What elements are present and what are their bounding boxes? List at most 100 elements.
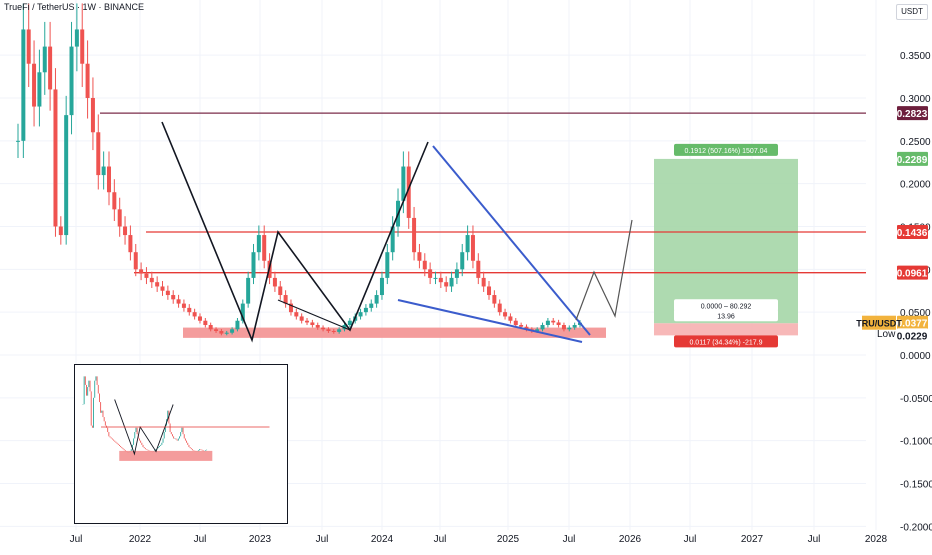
inset-candle [91, 425, 93, 428]
inset-candle [188, 444, 190, 448]
candle-body [454, 269, 459, 278]
inset-candle [148, 450, 150, 451]
candle-body [117, 209, 122, 227]
candle-body [294, 312, 299, 317]
candle-body [545, 320, 550, 326]
x-tick-label: Jul [316, 534, 329, 545]
x-tick-label: 2024 [371, 534, 394, 545]
candle-body [524, 326, 529, 330]
price-badge: 0.0961 [897, 265, 928, 280]
price-badge-label: 0.2289 [897, 155, 928, 166]
y-tick-label: 0.3000 [900, 94, 931, 105]
inset-candle [83, 376, 85, 405]
inset-candle [107, 427, 109, 433]
candle-body [16, 140, 20, 142]
inset-candle [121, 447, 123, 449]
inset-candle [133, 438, 135, 445]
inset-candle [175, 438, 177, 440]
candle-body [487, 286, 492, 296]
candle-body [497, 303, 502, 313]
candle-body [401, 166, 406, 201]
symbol-tag: TRU/USDT [856, 315, 902, 330]
inset-candle [94, 380, 96, 398]
candle-body [358, 312, 363, 317]
candle-body [133, 252, 138, 270]
zigzag-pattern [161, 121, 429, 343]
candle-body [476, 260, 481, 278]
inset-candle [130, 449, 132, 452]
inset-candle [113, 439, 115, 441]
inset-candle [167, 410, 169, 420]
price-badge-label: 0.2823 [897, 109, 928, 120]
inset-candle [160, 444, 162, 446]
candle-body [139, 269, 144, 274]
candle-body [42, 46, 47, 73]
inset-candle [82, 404, 84, 405]
candle-body [470, 235, 475, 261]
inset-candle [99, 393, 100, 403]
inset-candle [93, 397, 94, 428]
low-label: Low [877, 329, 896, 341]
inset-candle [157, 447, 159, 449]
candle-body [288, 303, 293, 313]
stop-label: 0.0117 (34.34%) -217.9 [674, 335, 778, 348]
candle-body [203, 320, 208, 326]
candle-body [535, 329, 540, 332]
inset-candle [192, 449, 193, 451]
candle-body [449, 277, 454, 287]
inset-candle [146, 449, 147, 450]
candle-body [208, 325, 213, 330]
price-badge-label: 0.1436 [897, 228, 928, 239]
inset-candle [144, 448, 146, 450]
inset-candle [88, 380, 90, 388]
y-tick-label: 0.0000 [900, 351, 931, 362]
inset-candle [124, 450, 126, 452]
y-tick-label: -0.1500 [900, 480, 932, 491]
inset-candle [170, 432, 172, 435]
y-tick-label: -0.2000 [900, 522, 932, 533]
inset-candle [89, 380, 91, 392]
candle-body [460, 252, 465, 270]
candle-body [444, 282, 449, 287]
x-tick-label: 2026 [619, 534, 642, 545]
position-labels: 0.1912 (507.16%) 1507.04 0.0000 – 80.292 1… [674, 143, 778, 348]
inset-candle [162, 438, 164, 443]
candle-body [235, 320, 240, 330]
currency-button[interactable]: USDT [896, 4, 928, 20]
inset-candle [143, 447, 145, 449]
candle-body [96, 132, 101, 176]
y-tick-label: -0.0500 [900, 394, 932, 405]
target-zone [654, 158, 798, 324]
inset-candle [110, 437, 112, 439]
candle-body [149, 277, 154, 283]
inset-candle [202, 450, 204, 452]
inset-candle [86, 384, 87, 396]
inset-candle [90, 391, 92, 426]
candle-body [106, 166, 111, 193]
candle-body [326, 329, 331, 332]
price-badge-label: 0.0377 [897, 319, 928, 330]
candle-body [74, 29, 79, 47]
inset-candle [102, 410, 104, 418]
candle-body [567, 327, 572, 330]
candle-body [37, 72, 42, 107]
candle-body [160, 286, 165, 291]
candle-body [214, 329, 219, 332]
candle-body [561, 325, 566, 330]
candle-body [272, 277, 277, 287]
inset-candle [169, 423, 171, 433]
inset-candle [97, 384, 99, 394]
candle-body [144, 273, 149, 278]
candle-body [283, 295, 288, 304]
candle-body [181, 303, 186, 308]
inset-candle [174, 438, 176, 439]
candle-body [262, 235, 267, 261]
inset-candle [111, 438, 113, 440]
symbol-tag-label: TRU/USDT [856, 319, 902, 329]
x-tick-label: Jul [563, 534, 576, 545]
candle-body [251, 252, 256, 278]
candle-body [465, 235, 470, 253]
